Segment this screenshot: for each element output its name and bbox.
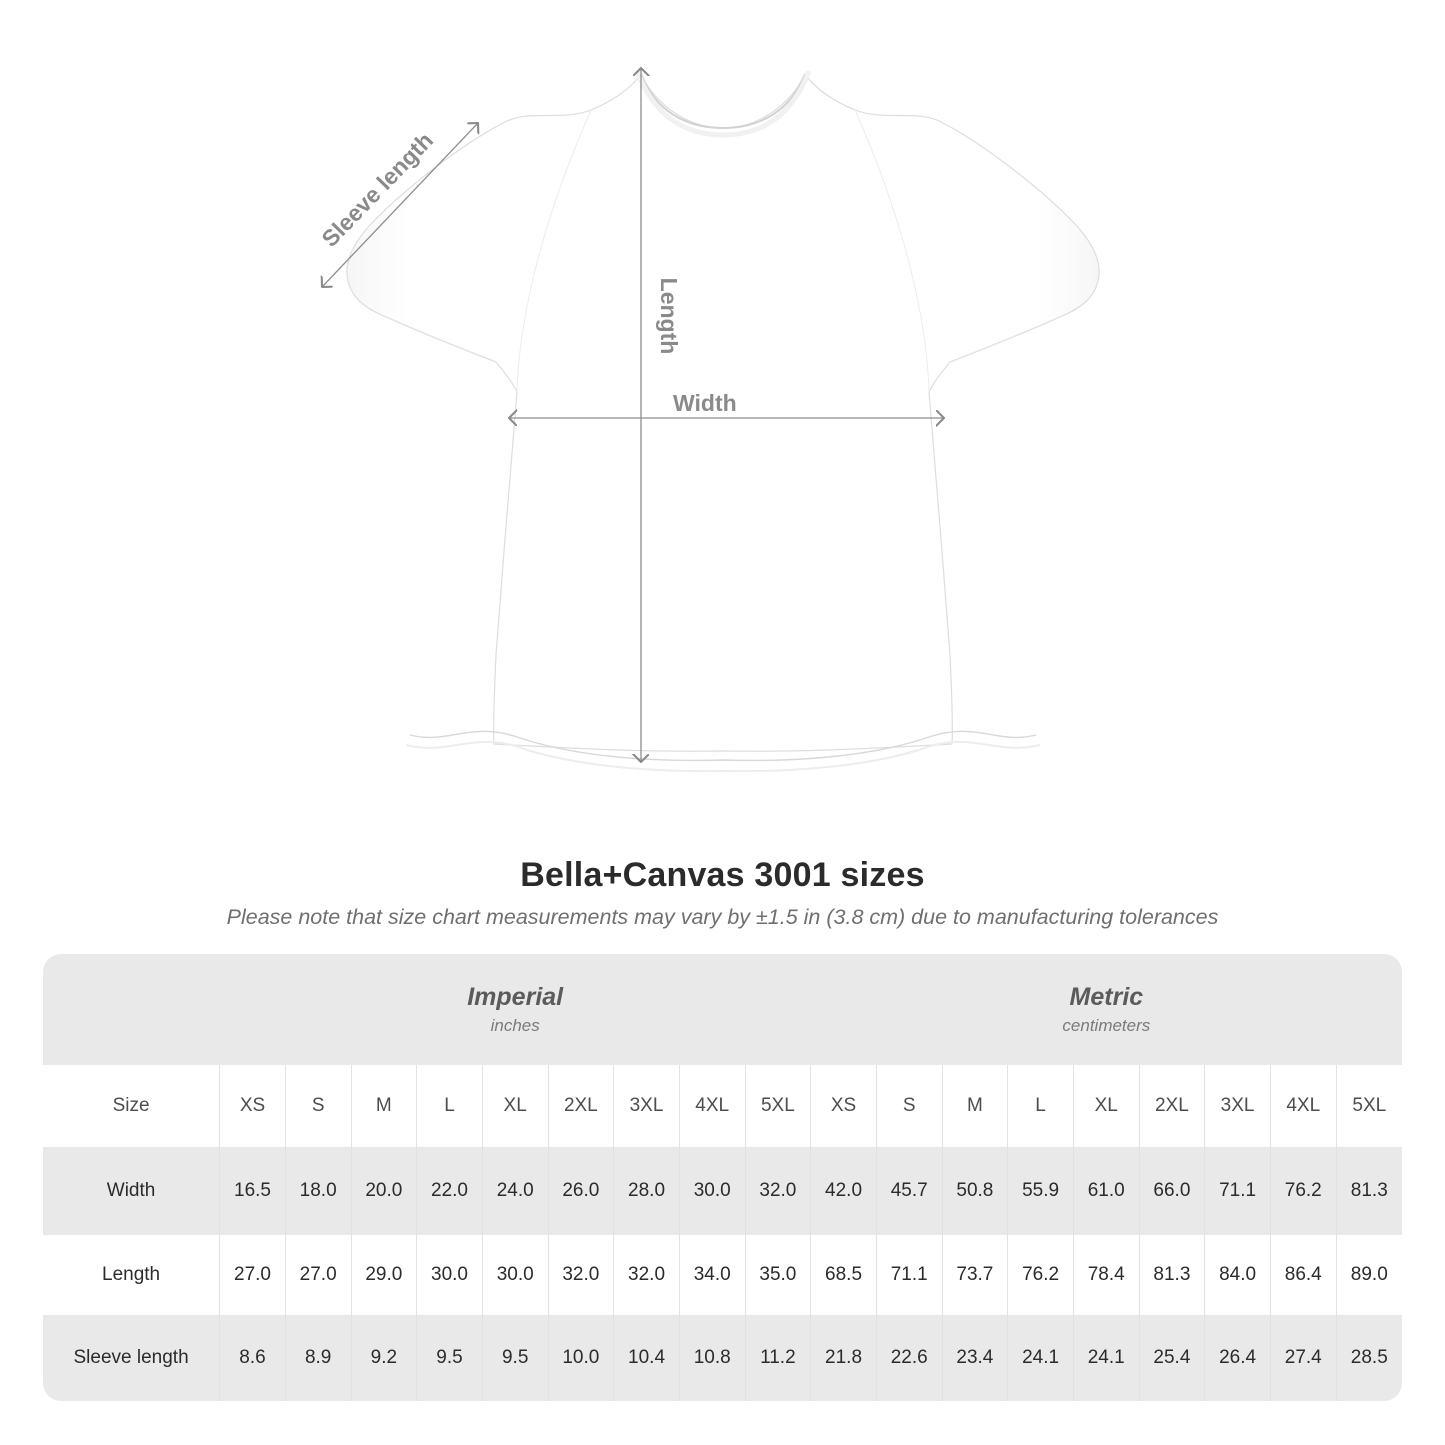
svg-text:Length: Length <box>656 278 682 355</box>
svg-text:Width: Width <box>673 390 737 416</box>
